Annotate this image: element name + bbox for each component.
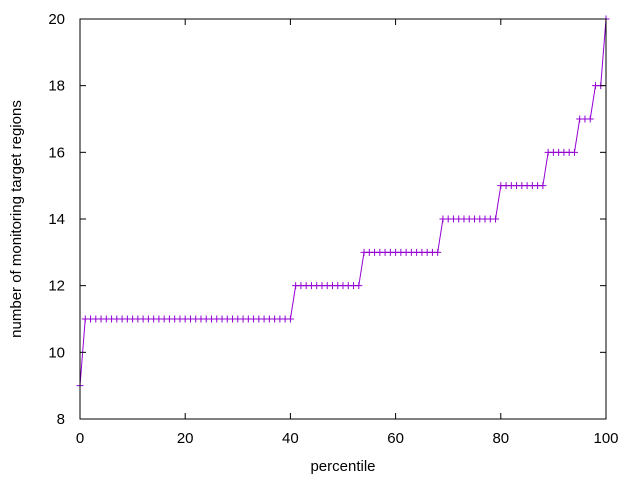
- data-point-marker: [355, 282, 363, 290]
- x-tick-label: 80: [492, 430, 509, 447]
- y-tick-label: 20: [48, 11, 65, 28]
- y-axis-label: number of monitoring target regions: [8, 100, 25, 338]
- data-point-marker: [492, 215, 500, 223]
- y-tick-label: 10: [48, 344, 65, 361]
- x-tick-label: 100: [593, 430, 618, 447]
- y-tick-label: 16: [48, 144, 65, 161]
- series-layer: [76, 15, 610, 390]
- series-line: [79, 18, 607, 386]
- data-point-marker: [586, 115, 594, 123]
- y-tick-label: 14: [48, 211, 65, 228]
- data-point-marker: [539, 182, 547, 190]
- x-tick-label: 60: [387, 430, 404, 447]
- y-tick-label: 18: [48, 78, 65, 95]
- x-tick-label: 0: [76, 430, 84, 447]
- plot-frame: [79, 18, 607, 420]
- data-point-marker: [434, 248, 442, 256]
- tick-labels: 0 20 40 60 80 100 8 10 12 14 16 18 20: [48, 11, 618, 447]
- data-point-marker: [286, 315, 294, 323]
- y-tick-label: 12: [48, 278, 65, 295]
- x-axis-label: percentile: [310, 458, 375, 475]
- x-tick-label: 40: [282, 430, 299, 447]
- x-tick-label: 20: [177, 430, 194, 447]
- y-tick-label: 8: [57, 411, 65, 428]
- data-point-marker: [570, 148, 578, 156]
- ticks-layer: [79, 18, 607, 420]
